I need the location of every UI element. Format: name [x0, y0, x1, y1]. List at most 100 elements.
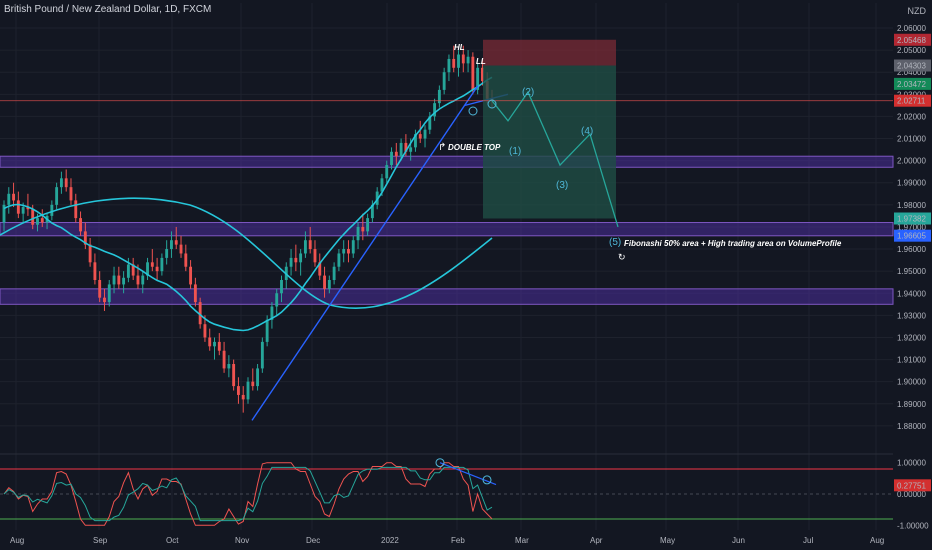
candle-body [88, 244, 92, 263]
candle-body [26, 207, 30, 210]
candle-body [107, 284, 111, 303]
y-tick-label: 1.94000 [897, 289, 926, 298]
candle-body [189, 266, 193, 285]
candle-body [308, 240, 312, 250]
candle-body [198, 302, 202, 325]
x-tick-label: Dec [306, 536, 320, 545]
candle-body [174, 240, 178, 245]
x-tick-label: Jul [803, 536, 813, 545]
candle-body [160, 257, 164, 272]
candle-body [299, 253, 303, 263]
candle-body [98, 280, 102, 298]
y-tick-label: 1.97000 [897, 223, 926, 232]
candle-body [265, 319, 269, 342]
candle-body [385, 165, 389, 179]
x-tick-label: 2022 [381, 536, 399, 545]
candle-body [64, 178, 68, 188]
y-tick-label: 2.04000 [897, 68, 926, 77]
cycle-curve [0, 197, 493, 310]
candle-body [2, 204, 6, 223]
y-tick-label: 1.93000 [897, 311, 926, 320]
y-tick-label: 1.88000 [897, 422, 926, 431]
candle-body [347, 249, 350, 254]
osc-tick-label: 0.00000 [897, 490, 926, 499]
candle-body [241, 394, 245, 400]
curved-arrow-icon: ↻ [618, 252, 626, 262]
chart-title: British Pound / New Zealand Dollar, 1D, … [4, 4, 212, 15]
candle-body [332, 266, 336, 280]
candle-body [50, 204, 54, 216]
candle-body [141, 275, 145, 285]
currency-label: NZD [907, 6, 927, 16]
wave-label: (3) [556, 180, 568, 191]
candle-body [280, 280, 283, 294]
y-tick-label: 2.02000 [897, 112, 926, 121]
candle-body [122, 277, 126, 285]
candle-body [16, 200, 20, 214]
candle-body [112, 275, 116, 285]
candle-body [79, 218, 82, 232]
candle-body [103, 297, 106, 303]
price-label-box [894, 229, 931, 242]
wave-label: (1) [509, 146, 521, 157]
candle-body [83, 231, 87, 245]
candle-body [409, 147, 413, 152]
hl-label: HL [454, 43, 465, 52]
candle-body [31, 209, 35, 225]
candle-body [93, 262, 97, 280]
candle-body [21, 207, 25, 214]
candle-body [150, 262, 154, 267]
candle-body [337, 253, 341, 267]
candle-body [318, 262, 322, 276]
x-tick-label: Feb [451, 536, 465, 545]
x-tick-label: Aug [10, 536, 24, 545]
support-zone [0, 288, 894, 305]
y-tick-label: 2.05000 [897, 46, 926, 55]
osc-tick-label: -1.00000 [897, 521, 929, 530]
candle-body [399, 142, 403, 157]
oscillator-signal-line [3, 466, 493, 522]
top-marker-circle [487, 99, 497, 109]
candle-body [69, 187, 73, 201]
candle-body [165, 249, 169, 258]
double-top-label: DOUBLE TOP [448, 143, 501, 152]
candle-body [146, 262, 149, 276]
candle-body [136, 275, 140, 285]
candle-body [232, 364, 236, 387]
osc-current-label: 0.27751 [897, 481, 926, 490]
y-tick-label: 2.06000 [897, 24, 926, 33]
osc-tick-label: 1.00000 [897, 459, 926, 468]
wave-path [491, 90, 619, 228]
divergence-marker [482, 475, 492, 485]
x-tick-label: Mar [515, 536, 529, 545]
y-tick-label: 1.90000 [897, 378, 926, 387]
candle-body [313, 249, 317, 263]
candle-body [275, 293, 279, 307]
candle-body [217, 341, 221, 351]
candle-body [294, 257, 298, 263]
x-tick-label: May [660, 536, 675, 545]
price-label-box [894, 33, 931, 46]
candle-body [155, 266, 159, 272]
osc-current-box [894, 479, 931, 492]
ll-label: LL [476, 57, 486, 66]
candle-body [222, 350, 226, 369]
candle-body [236, 386, 240, 395]
candle-body [323, 275, 326, 289]
candle-body [423, 129, 427, 139]
candle-body [418, 134, 422, 139]
candle-body [270, 306, 274, 320]
price-label-box [894, 59, 931, 72]
candle-body [466, 56, 470, 64]
price-label-text: 2.04303 [897, 62, 926, 71]
candle-body [303, 240, 307, 254]
support-zone [0, 155, 894, 168]
candle-body [428, 116, 432, 130]
candle-body [36, 218, 39, 225]
candle-body [480, 67, 484, 82]
y-tick-label: 1.89000 [897, 400, 926, 409]
double-top-arrow-icon: ↱ [438, 142, 446, 153]
candle-body [351, 240, 355, 254]
